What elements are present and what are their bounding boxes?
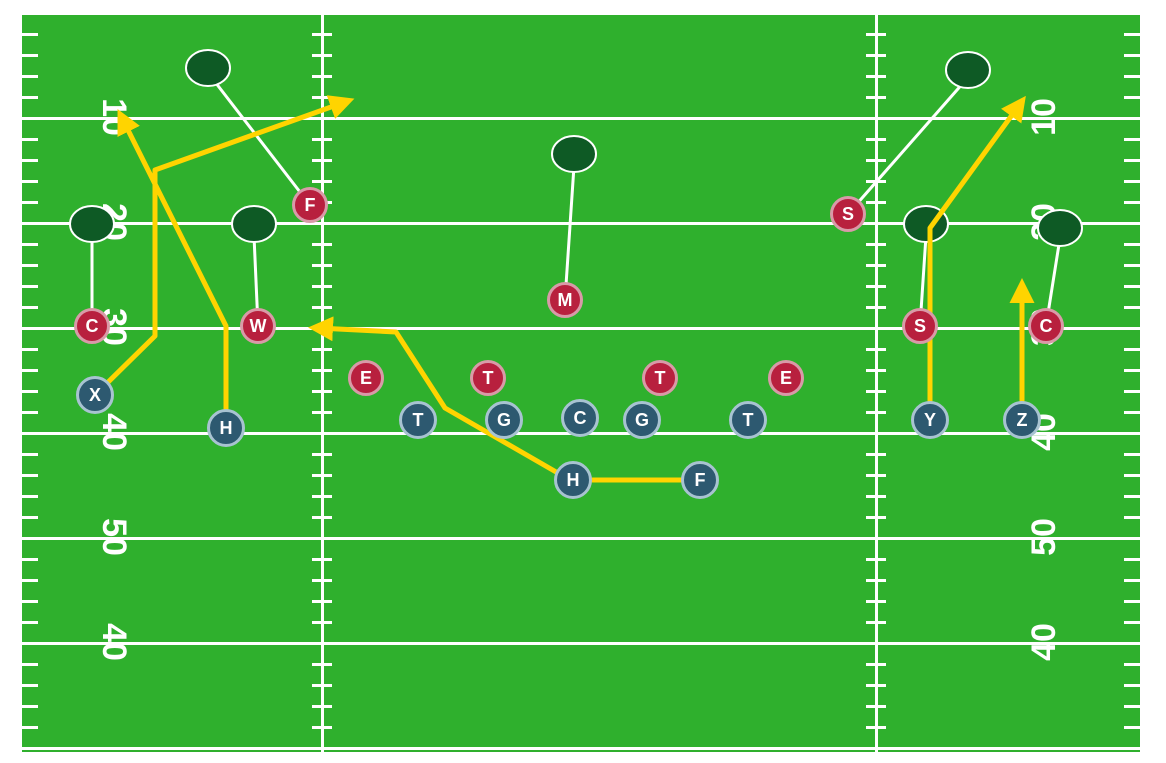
sideline-tick bbox=[22, 558, 38, 561]
football-play-diagram: 101020203030404050504040CWFETMTESSCXHTGC… bbox=[0, 0, 1166, 763]
yardline bbox=[22, 327, 1140, 330]
offense-player-Z: Z bbox=[1003, 401, 1041, 439]
defense-player-W: W bbox=[240, 308, 276, 344]
sideline-tick bbox=[1124, 369, 1140, 372]
sideline-tick bbox=[22, 96, 38, 99]
defense-player-Cl: C bbox=[74, 308, 110, 344]
sideline-tick bbox=[22, 369, 38, 372]
sideline-tick bbox=[22, 474, 38, 477]
defense-player-E2: E bbox=[768, 360, 804, 396]
sideline-tick bbox=[1124, 558, 1140, 561]
sideline-tick bbox=[22, 705, 38, 708]
hash-column-line bbox=[875, 12, 878, 752]
offense-player-Y: Y bbox=[911, 401, 949, 439]
offense-player-Fb: F bbox=[681, 461, 719, 499]
yardline bbox=[22, 222, 1140, 225]
yard-number-left: 40 bbox=[94, 617, 134, 667]
sideline-tick bbox=[1124, 54, 1140, 57]
sideline-tick bbox=[1124, 243, 1140, 246]
yard-number-left: 20 bbox=[94, 197, 134, 247]
yardline bbox=[22, 12, 1140, 15]
sideline-tick bbox=[1124, 180, 1140, 183]
yardline bbox=[22, 642, 1140, 645]
sideline-tick bbox=[22, 33, 38, 36]
sideline-tick bbox=[22, 264, 38, 267]
offense-player-Hb: H bbox=[554, 461, 592, 499]
sideline-tick bbox=[1124, 621, 1140, 624]
sideline-tick bbox=[1124, 453, 1140, 456]
sideline-tick bbox=[1124, 390, 1140, 393]
defense-player-T3: T bbox=[470, 360, 506, 396]
sideline-tick bbox=[1124, 474, 1140, 477]
sideline-tick bbox=[1124, 306, 1140, 309]
sideline-tick bbox=[1124, 579, 1140, 582]
offense-player-G1: G bbox=[485, 401, 523, 439]
offense-player-H1: H bbox=[207, 409, 245, 447]
defense-player-M: M bbox=[547, 282, 583, 318]
sideline-tick bbox=[22, 138, 38, 141]
sideline-tick bbox=[22, 516, 38, 519]
yardline bbox=[22, 537, 1140, 540]
sideline-tick bbox=[1124, 495, 1140, 498]
yard-number-left: 10 bbox=[94, 92, 134, 142]
sideline-tick bbox=[1124, 75, 1140, 78]
sideline-tick bbox=[1124, 411, 1140, 414]
sideline-tick bbox=[22, 726, 38, 729]
sideline-tick bbox=[22, 306, 38, 309]
sideline-tick bbox=[1124, 201, 1140, 204]
sideline-tick bbox=[1124, 264, 1140, 267]
sideline-tick bbox=[22, 75, 38, 78]
sideline-tick bbox=[22, 390, 38, 393]
defense-player-S1: S bbox=[830, 196, 866, 232]
sideline-tick bbox=[1124, 726, 1140, 729]
yard-number-left: 40 bbox=[94, 407, 134, 457]
defense-player-E1: E bbox=[348, 360, 384, 396]
sideline-tick bbox=[1124, 138, 1140, 141]
sideline-tick bbox=[22, 621, 38, 624]
sideline-tick bbox=[22, 600, 38, 603]
yard-number-left: 50 bbox=[94, 512, 134, 562]
defense-player-Cr: C bbox=[1028, 308, 1064, 344]
sideline-tick bbox=[1124, 348, 1140, 351]
sideline-tick bbox=[1124, 684, 1140, 687]
yardline bbox=[22, 747, 1140, 750]
sideline-tick bbox=[1124, 663, 1140, 666]
yard-number-right: 40 bbox=[1024, 617, 1064, 667]
sideline-tick bbox=[1124, 285, 1140, 288]
sideline-tick bbox=[22, 54, 38, 57]
sideline-tick bbox=[1124, 516, 1140, 519]
sideline-tick bbox=[22, 579, 38, 582]
offense-player-C: C bbox=[561, 399, 599, 437]
sideline-tick bbox=[22, 411, 38, 414]
sideline-tick bbox=[22, 495, 38, 498]
yard-number-right: 20 bbox=[1024, 197, 1064, 247]
yard-number-right: 50 bbox=[1024, 512, 1064, 562]
defense-player-T4: T bbox=[642, 360, 678, 396]
sideline-tick bbox=[22, 243, 38, 246]
sideline-tick bbox=[1124, 705, 1140, 708]
sideline-tick bbox=[22, 453, 38, 456]
sideline-tick bbox=[1124, 33, 1140, 36]
sideline-tick bbox=[1124, 96, 1140, 99]
offense-player-T2: T bbox=[729, 401, 767, 439]
sideline-tick bbox=[22, 159, 38, 162]
offense-player-G2: G bbox=[623, 401, 661, 439]
sideline-tick bbox=[22, 684, 38, 687]
sideline-tick bbox=[22, 285, 38, 288]
field-bg: 101020203030404050504040 bbox=[22, 12, 1140, 752]
sideline-tick bbox=[22, 201, 38, 204]
sideline-tick bbox=[22, 180, 38, 183]
hash-column-line bbox=[321, 12, 324, 752]
yard-number-right: 10 bbox=[1024, 92, 1064, 142]
defense-player-Fd: F bbox=[292, 187, 328, 223]
sideline-tick bbox=[22, 663, 38, 666]
sideline-tick bbox=[1124, 159, 1140, 162]
yardline bbox=[22, 117, 1140, 120]
sideline-tick bbox=[22, 348, 38, 351]
sideline-tick bbox=[1124, 600, 1140, 603]
defense-player-S2: S bbox=[902, 308, 938, 344]
offense-player-X: X bbox=[76, 376, 114, 414]
offense-player-T1: T bbox=[399, 401, 437, 439]
